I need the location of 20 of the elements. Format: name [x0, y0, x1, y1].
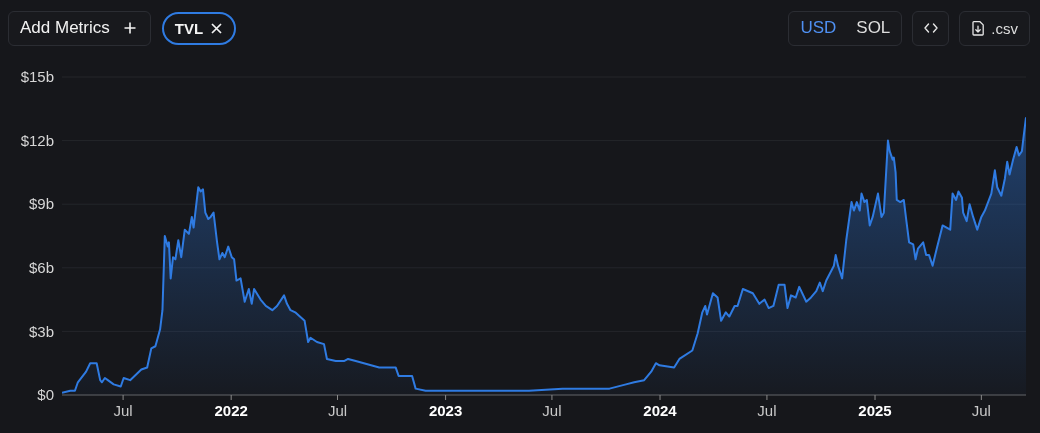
- x-tick-label: Jul: [113, 402, 133, 420]
- x-tick-label: Jul: [971, 402, 991, 420]
- x-tick-label: 2025: [858, 402, 892, 420]
- unit-toggle: USD SOL: [788, 10, 903, 46]
- legend-label: TVL: [174, 19, 204, 37]
- x-tick-label: Jul: [327, 402, 348, 420]
- y-tick-label: $3b: [28, 322, 54, 340]
- y-tick-label: $12b: [20, 131, 54, 149]
- y-tick-label: $15b: [20, 68, 54, 86]
- y-tick-label: $9b: [28, 195, 54, 213]
- y-tick-label: $0: [37, 386, 54, 404]
- add-button: Add Metrics: [8, 10, 151, 46]
- x-tick-label: 2023: [428, 402, 463, 420]
- x-tick-label: 2022: [214, 402, 248, 420]
- x-tick-label: Jul: [757, 402, 777, 420]
- y-tick-label: $6b: [28, 259, 54, 277]
- legend-chip: TVL: [161, 11, 237, 45]
- x-tick-label: Jul: [542, 402, 562, 420]
- download-button: .csv: [959, 10, 1030, 46]
- x-tick-label: 2024: [643, 402, 678, 420]
